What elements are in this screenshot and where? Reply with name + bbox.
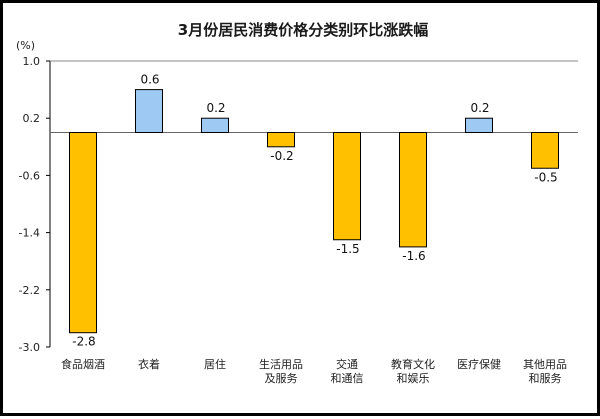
y-tick-label: -3.0 <box>19 341 40 354</box>
y-tick-label: -0.6 <box>19 169 40 182</box>
y-tick-label: -1.4 <box>19 227 40 240</box>
bar <box>267 132 295 148</box>
category-label: 和娱乐 <box>397 371 430 385</box>
chart-title: 3月份居民消费价格分类别环比涨跌幅 <box>178 21 428 39</box>
category-label: 衣着 <box>138 357 160 371</box>
category-label: 生活用品 <box>259 357 303 371</box>
y-tick-label: 1.0 <box>23 55 41 68</box>
category-label: 及服务 <box>265 372 298 385</box>
data-label: -1.5 <box>336 242 359 256</box>
chart-svg: 3月份居民消费价格分类别环比涨跌幅 (%) 1.0 0.2 -0.6 -1.4 -2.2… <box>16 21 578 385</box>
bar <box>333 132 361 241</box>
bar <box>135 89 163 133</box>
bar <box>399 132 427 248</box>
y-tick-label: -2.2 <box>19 284 40 297</box>
category-label: 居住 <box>204 357 226 371</box>
y-axis-unit: (%) <box>16 39 35 52</box>
data-label: 0.6 <box>140 73 159 87</box>
bar <box>201 117 229 133</box>
bar <box>531 132 559 169</box>
data-label: -2.8 <box>72 335 95 349</box>
data-label: -0.5 <box>534 170 557 184</box>
data-label: -0.2 <box>270 149 293 163</box>
plot-area: 1.0 0.2 -0.6 -1.4 -2.2 -3.0 -2.8 食品烟酒 0.6 衣着 0.2 居住… <box>19 55 578 385</box>
category-label: 医疗保健 <box>457 357 501 371</box>
data-label: 0.2 <box>206 101 225 115</box>
y-tick-label: 0.2 <box>23 112 41 125</box>
bar <box>69 132 97 334</box>
category-label: 和通信 <box>331 372 364 385</box>
category-label: 和服务 <box>529 372 562 385</box>
data-label: -1.6 <box>402 249 425 263</box>
category-label: 其他用品 <box>523 358 567 371</box>
bar <box>465 117 493 133</box>
category-label: 教育文化 <box>391 357 435 371</box>
category-label: 食品烟酒 <box>61 357 105 371</box>
category-label: 交通 <box>336 357 358 371</box>
data-label: 0.2 <box>470 101 489 115</box>
